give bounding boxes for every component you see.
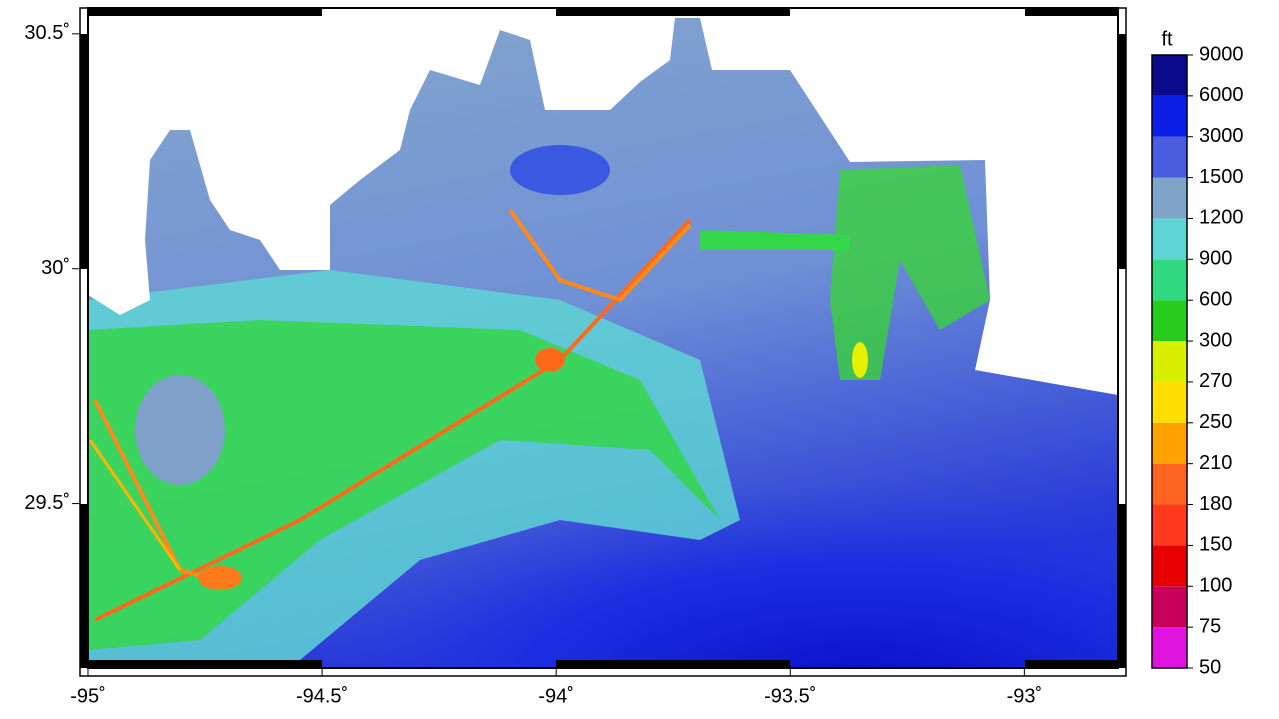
colorbar-label: 9000 <box>1199 43 1244 65</box>
colorbar-label: 1500 <box>1199 166 1244 188</box>
colorbar-bin <box>1152 96 1187 137</box>
colorbar-label: 300 <box>1199 329 1232 351</box>
colorbar-label: 270 <box>1199 370 1232 392</box>
colorbar-label: 900 <box>1199 248 1232 270</box>
map-figure: ft -95˚ -94.5˚ -94˚ -93.5˚ -93˚ 29.5˚ 30˚ 30.5˚… <box>0 0 1279 714</box>
colorbar-bin <box>1152 137 1187 178</box>
colorbar-label: 210 <box>1199 452 1232 474</box>
colorbar-bin <box>1152 178 1187 219</box>
colorbar-label: 75 <box>1199 615 1221 637</box>
colorbar-bin <box>1152 341 1187 382</box>
colorbar-label: 180 <box>1199 493 1232 515</box>
x-tick-label: -95˚ <box>70 685 106 707</box>
colorbar-bin <box>1152 545 1187 586</box>
colorbar-bin <box>1152 300 1187 341</box>
map-image <box>88 8 1118 668</box>
colorbar-bin <box>1152 55 1187 96</box>
x-tick-label: -94˚ <box>538 685 574 707</box>
y-tick-label: 30.5˚ <box>24 22 70 44</box>
colorbar-label: 150 <box>1199 534 1232 556</box>
colorbar-label: 50 <box>1199 656 1221 678</box>
colorbar-label: 250 <box>1199 411 1232 433</box>
colorbar-bin <box>1152 423 1187 464</box>
colorbar-label: 100 <box>1199 575 1232 597</box>
colorbar-bin <box>1152 259 1187 300</box>
x-tick-label: -93.5˚ <box>764 685 816 707</box>
colorbar-unit: ft <box>1161 28 1173 50</box>
colorbar-label: 3000 <box>1199 125 1244 147</box>
colorbar-bin <box>1152 218 1187 259</box>
colorbar-bin <box>1152 505 1187 546</box>
y-tick-label: 29.5˚ <box>24 492 70 514</box>
colorbar-label: 1200 <box>1199 207 1244 229</box>
x-tick-label: -93˚ <box>1007 685 1043 707</box>
colorbar-label: 6000 <box>1199 84 1244 106</box>
colorbar-bin <box>1152 586 1187 627</box>
colorbar-bin <box>1152 627 1187 668</box>
x-tick-label: -94.5˚ <box>296 685 348 707</box>
colorbar-bin <box>1152 464 1187 505</box>
y-tick-label: 30˚ <box>41 257 70 279</box>
colorbar-bin <box>1152 382 1187 423</box>
colorbar-label: 600 <box>1199 288 1232 310</box>
